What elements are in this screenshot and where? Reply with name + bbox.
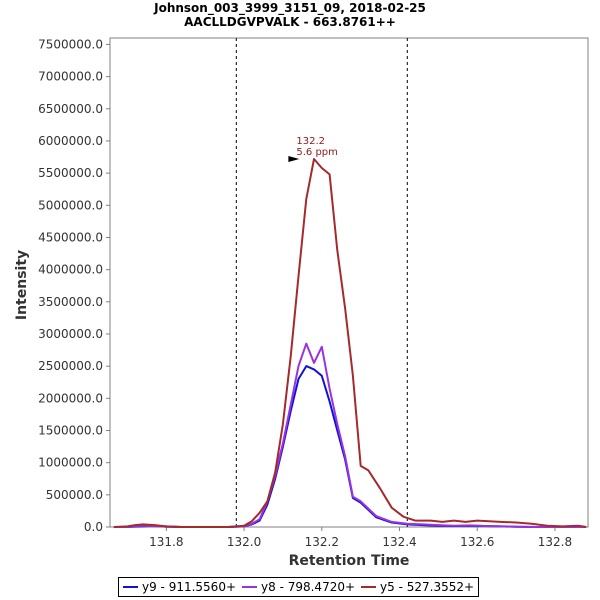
legend-swatch xyxy=(361,586,377,588)
legend-swatch xyxy=(242,586,258,588)
x-axis-title: Retention Time xyxy=(289,553,410,569)
y-tick-label: 7000000.0 xyxy=(38,70,103,84)
peak-ppm-label: 5.6 ppm xyxy=(296,147,338,158)
y-tick-label: 0.0 xyxy=(84,520,103,534)
peak-annotation: 132.2 5.6 ppm xyxy=(288,136,338,162)
legend-label: y5 - 527.3552+ xyxy=(380,580,475,594)
legend-item-y8: y8 - 798.4720+ xyxy=(242,580,355,594)
y-tick-label: 5500000.0 xyxy=(38,166,103,180)
x-tick-label: 132.0 xyxy=(227,535,261,549)
series-line-3 xyxy=(113,158,587,528)
y-tick-label: 4500000.0 xyxy=(38,230,103,244)
plot-area xyxy=(109,37,589,528)
y-tick-label: 2000000.0 xyxy=(38,391,103,405)
y-tick-label: 2500000.0 xyxy=(38,359,103,373)
x-tick-label: 132.8 xyxy=(538,535,572,549)
axis-ticks: 0.0 500000.0 1000000.0 1500000.0 2000000.0 25… xyxy=(38,37,572,549)
x-tick-label: 132.2 xyxy=(305,535,339,549)
y-tick-label: 500000.0 xyxy=(46,488,103,502)
legend: y9 - 911.5560+ y8 - 798.4720+ y5 - 527.3… xyxy=(118,577,480,597)
y-tick-label: 3500000.0 xyxy=(38,295,103,309)
legend-swatch xyxy=(123,586,138,588)
y-tick-label: 1500000.0 xyxy=(38,423,103,437)
x-tick-label: 132.4 xyxy=(382,535,416,549)
legend-label: y9 - 911.5560+ xyxy=(142,580,237,594)
y-axis-title: Intensity xyxy=(14,250,30,320)
y-tick-label: 5000000.0 xyxy=(38,198,103,212)
peak-retention-label: 132.2 xyxy=(296,136,325,147)
legend-label: y8 - 798.4720+ xyxy=(261,580,356,594)
y-tick-label: 4000000.0 xyxy=(38,263,103,277)
y-tick-label: 6500000.0 xyxy=(38,102,103,116)
chart-title: Johnson_003_3999_3151_09, 2018-02-25 xyxy=(154,1,426,15)
legend-item-y5: y5 - 527.3552+ xyxy=(361,580,474,594)
y-tick-label: 1000000.0 xyxy=(38,456,103,470)
legend-item-y9: y9 - 911.5560+ xyxy=(123,580,236,594)
peak-marker xyxy=(288,155,300,162)
chart-subtitle: AACLLDGVPVALK - 663.8761++ xyxy=(184,15,396,29)
y-tick-label: 7500000.0 xyxy=(38,37,103,51)
y-tick-label: 6000000.0 xyxy=(38,134,103,148)
series-lines xyxy=(113,158,587,528)
x-tick-label: 131.8 xyxy=(149,535,183,549)
x-tick-label: 132.6 xyxy=(460,535,494,549)
y-tick-label: 3000000.0 xyxy=(38,327,103,341)
